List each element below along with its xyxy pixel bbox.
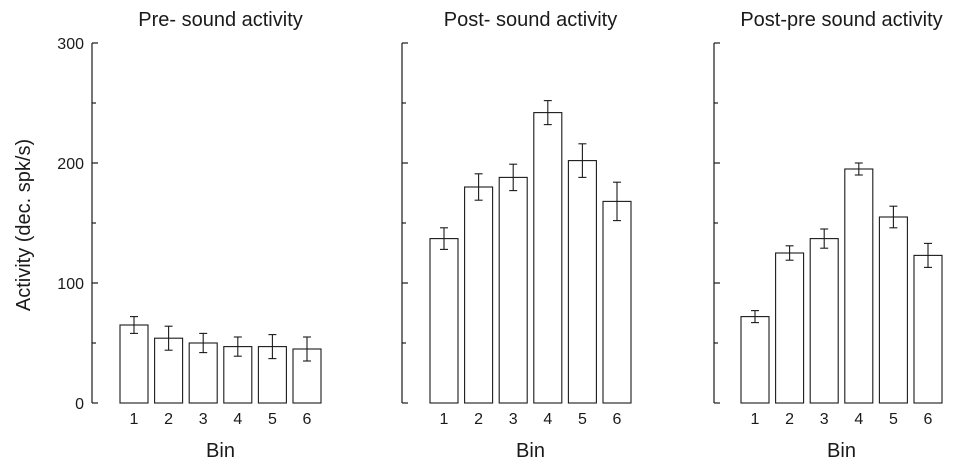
x-tick-label: 4 xyxy=(854,411,863,428)
bar-6 xyxy=(913,254,943,404)
bar-5 xyxy=(878,216,908,404)
x-tick-label: 2 xyxy=(164,411,173,428)
x-tick-label: 1 xyxy=(751,411,760,428)
bar-4 xyxy=(533,112,563,404)
x-tick-label: 3 xyxy=(199,411,208,428)
y-axis-label: Activity (dec. spk/s) xyxy=(13,139,35,311)
x-tick-label: 4 xyxy=(543,411,552,428)
chart-panel-2: Post- sound activity 1 2 3 4 5 6 Bin xyxy=(401,9,632,462)
x-axis-label: Bin xyxy=(827,440,856,462)
x-tick-label: 2 xyxy=(785,411,794,428)
bar-3 xyxy=(498,176,528,404)
x-tick-label: 5 xyxy=(268,411,277,428)
y-tick-label: 200 xyxy=(57,156,84,173)
bar-2 xyxy=(775,252,805,404)
bar-2 xyxy=(464,186,494,404)
x-tick-label: 3 xyxy=(820,411,829,428)
x-tick-label: 2 xyxy=(474,411,483,428)
bar-5 xyxy=(567,160,597,404)
chart-panel-1: Pre- sound activity 0 100 200 300 1 2 3 4 5 6 Bin xyxy=(57,9,322,462)
bar-6 xyxy=(292,348,322,404)
x-tick-label: 6 xyxy=(303,411,312,428)
x-tick-label: 5 xyxy=(578,411,587,428)
x-tick-label: 6 xyxy=(613,411,622,428)
x-tick-label: 1 xyxy=(130,411,139,428)
chart-title: Pre- sound activity xyxy=(138,9,303,31)
y-tick-label: 100 xyxy=(57,276,84,293)
bar-1 xyxy=(429,238,459,404)
x-tick-label: 1 xyxy=(440,411,449,428)
x-axis-label: Bin xyxy=(516,440,545,462)
bar-1 xyxy=(119,324,149,404)
chart-title: Post-pre sound activity xyxy=(740,9,942,31)
x-tick-label: 3 xyxy=(509,411,518,428)
bar-5 xyxy=(257,346,287,404)
y-tick-label: 0 xyxy=(75,396,84,413)
bar-1 xyxy=(740,316,770,404)
y-tick-label: 300 xyxy=(57,36,84,53)
x-axis-label: Bin xyxy=(206,440,235,462)
x-tick-label: 4 xyxy=(233,411,242,428)
bar-4 xyxy=(844,168,874,404)
chart-title: Post- sound activity xyxy=(444,9,617,31)
bar-6 xyxy=(602,200,632,404)
chart-panel-3: Post-pre sound activity 1 2 3 4 5 6 Bin xyxy=(713,9,943,462)
bar-3 xyxy=(809,238,839,404)
x-tick-label: 6 xyxy=(924,411,933,428)
x-tick-label: 5 xyxy=(889,411,898,428)
